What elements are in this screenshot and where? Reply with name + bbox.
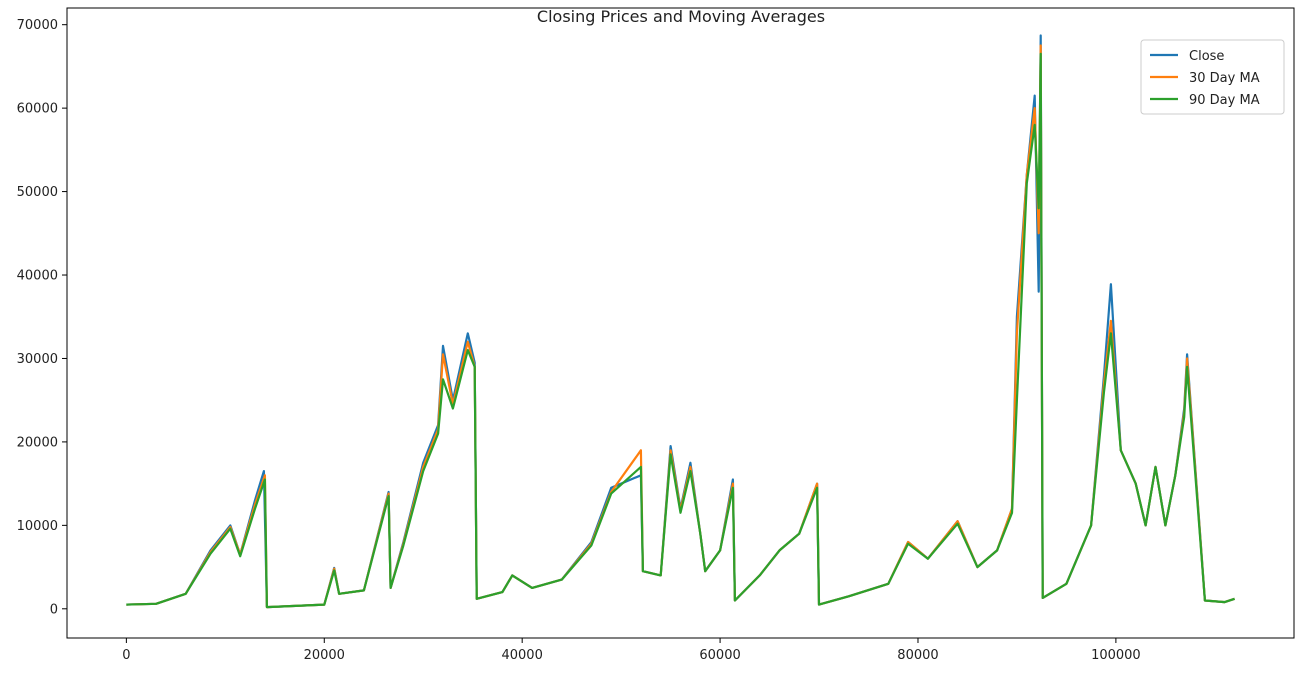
y-tick-label: 30000 xyxy=(17,352,58,367)
y-tick-label: 60000 xyxy=(17,102,58,117)
plot-frame xyxy=(66,7,1295,639)
y-tick-label: 20000 xyxy=(17,435,58,450)
plot-lines xyxy=(126,34,1235,609)
x-axis: 0 20000 40000 60000 80000 100000 xyxy=(122,638,1141,663)
x-tick-label: 100000 xyxy=(1091,648,1141,663)
x-tick-label: 0 xyxy=(122,648,130,663)
series-line-90-day-ma xyxy=(126,52,1235,609)
legend-label: 90 Day MA xyxy=(1189,93,1260,108)
x-tick-label: 40000 xyxy=(501,648,542,663)
legend-label: Close xyxy=(1189,49,1224,64)
x-tick-label: 60000 xyxy=(699,648,740,663)
y-tick-label: 10000 xyxy=(17,519,58,534)
x-tick-label: 80000 xyxy=(897,648,938,663)
series-line-close xyxy=(126,34,1235,609)
y-tick-label: 50000 xyxy=(17,185,58,200)
legend-label: 30 Day MA xyxy=(1189,71,1260,86)
legend-box xyxy=(1140,39,1285,115)
x-tick-label: 20000 xyxy=(304,648,345,663)
legend: Close 30 Day MA 90 Day MA xyxy=(1140,39,1285,115)
y-axis: 0 10000 20000 30000 40000 50000 60000 70000 xyxy=(17,18,67,617)
y-tick-label: 40000 xyxy=(17,269,58,284)
chart-title: Closing Prices and Moving Averages xyxy=(537,7,825,26)
y-tick-label: 0 xyxy=(50,602,58,617)
series-line-30-day-ma xyxy=(126,44,1235,609)
y-tick-label: 70000 xyxy=(17,18,58,33)
